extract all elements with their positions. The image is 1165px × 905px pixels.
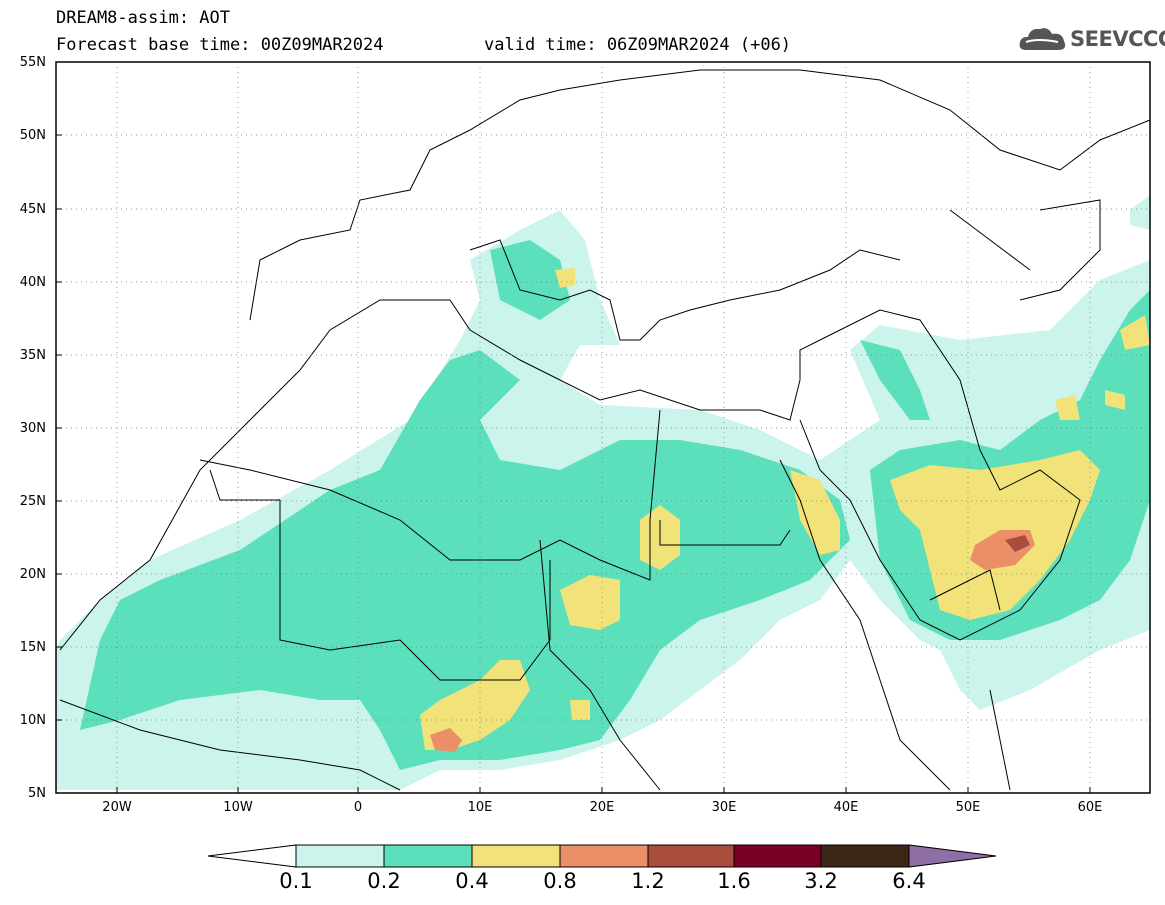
cloud-icon bbox=[1019, 28, 1066, 50]
colorbar-label: 1.2 bbox=[631, 869, 665, 893]
colorbar-low-arrow bbox=[207, 844, 297, 868]
seevccc-logo: SEEVCCC bbox=[1018, 24, 1165, 56]
colorbar-bin-3.2 bbox=[820, 844, 910, 868]
colorbar-label: 0.2 bbox=[367, 869, 401, 893]
lat-label: 30N bbox=[19, 421, 46, 436]
colorbar-bin-0.4 bbox=[471, 844, 561, 868]
lat-label: 50N bbox=[19, 128, 46, 143]
colorbar-label: 0.8 bbox=[543, 869, 577, 893]
lat-label: 40N bbox=[19, 275, 46, 290]
lat-label: 20N bbox=[19, 567, 46, 582]
colorbar-label: 6.4 bbox=[892, 869, 926, 893]
lat-label: 5N bbox=[28, 786, 46, 801]
lat-label: 35N bbox=[19, 348, 46, 363]
colorbar-bin-1.2 bbox=[647, 844, 735, 868]
lat-label: 25N bbox=[19, 494, 46, 509]
lon-label: 30E bbox=[711, 800, 737, 815]
lon-label: 20E bbox=[589, 800, 615, 815]
lat-label: 55N bbox=[19, 55, 46, 70]
lon-label: 40E bbox=[833, 800, 859, 815]
lon-label: 10W bbox=[223, 800, 253, 815]
aot-level-1.2 bbox=[1005, 535, 1030, 552]
colorbar-label: 0.4 bbox=[455, 869, 489, 893]
lon-label: 0 bbox=[353, 800, 363, 815]
colorbar-bin-0.8 bbox=[559, 844, 649, 868]
colorbar bbox=[207, 844, 997, 868]
lat-label: 45N bbox=[19, 202, 46, 217]
lat-label: 15N bbox=[19, 640, 46, 655]
lat-label: 10N bbox=[19, 713, 46, 728]
colorbar-bin-0.1 bbox=[295, 844, 385, 868]
axis-ticks bbox=[56, 61, 1091, 793]
lon-label: 20W bbox=[102, 800, 132, 815]
colorbar-bin-0.2 bbox=[383, 844, 473, 868]
colorbar-label: 1.6 bbox=[717, 869, 751, 893]
colorbar-high-arrow bbox=[908, 844, 997, 868]
colorbar-label: 0.1 bbox=[279, 869, 313, 893]
coastlines bbox=[59, 69, 1151, 791]
valid-time: valid time: 06Z09MAR2024 (+06) bbox=[484, 35, 792, 55]
graticule bbox=[56, 62, 1150, 793]
map-title: DREAM8-assim: AOT bbox=[56, 8, 230, 28]
logo-text: SEEVCCC bbox=[1070, 27, 1165, 51]
lon-label: 10E bbox=[467, 800, 493, 815]
colorbar-label: 3.2 bbox=[804, 869, 838, 893]
lon-label: 50E bbox=[955, 800, 981, 815]
forecast-base-time: Forecast base time: 00Z09MAR2024 bbox=[56, 35, 384, 55]
colorbar-bin-1.6 bbox=[733, 844, 822, 868]
lon-label: 60E bbox=[1077, 800, 1103, 815]
